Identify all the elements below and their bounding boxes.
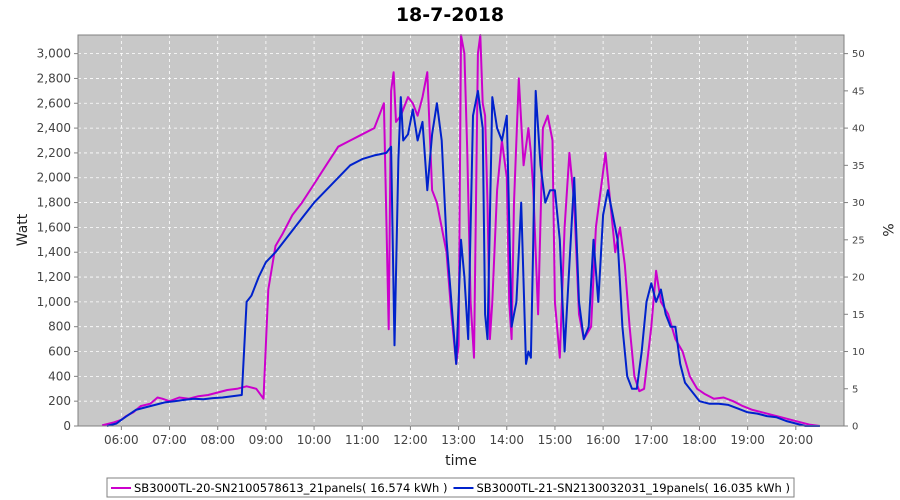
legend-box	[106, 477, 795, 498]
x-tick-label: 07:00	[152, 433, 187, 447]
chart-title: 18-7-2018	[396, 4, 504, 26]
series-line-2	[106, 89, 820, 427]
y2-tick-label: 35	[852, 161, 865, 172]
y2-tick-label: 10	[852, 347, 865, 358]
x-tick-label: 06:00	[104, 433, 139, 447]
y-axis-title: Watt	[15, 213, 31, 246]
x-tick-label: 08:00	[200, 433, 235, 447]
y-axis-left: 0 200 400 600 800 1,000 1,200 1,400 1,600 1,800 2,…	[37, 47, 78, 433]
x-tick-label: 11:00	[345, 433, 380, 447]
y2-tick-label: 20	[852, 273, 865, 284]
series-line-1	[101, 34, 821, 427]
y2-tick-label: 15	[852, 310, 865, 321]
y2-tick-label: 25	[852, 235, 865, 246]
y-tick-label: 600	[48, 345, 71, 359]
y-tick-label: 1,000	[37, 295, 71, 309]
y2-tick-label: 40	[852, 124, 865, 135]
x-tick-label: 15:00	[538, 433, 573, 447]
x-axis: 06:00 07:00 08:00 09:00 10:00 11:00 12:00 13:00…	[104, 426, 813, 447]
legend: SB3000TL-20-SN2100578613_21panels( 16.57…	[106, 477, 795, 498]
y-tick-label: 3,000	[37, 47, 71, 61]
y2-tick-label: 5	[852, 384, 858, 395]
x-tick-label: 09:00	[249, 433, 284, 447]
y-tick-label: 800	[48, 320, 71, 334]
y-tick-label: 2,400	[37, 121, 71, 135]
x-tick-label: 14:00	[489, 433, 524, 447]
x-axis-title: time	[445, 453, 477, 469]
grid	[78, 35, 844, 427]
y-tick-label: 400	[48, 369, 71, 383]
y2-tick-label: 45	[852, 86, 865, 97]
y2-tick-label: 30	[852, 198, 865, 209]
legend-label-2: SB3000TL-21-SN2130032031_19panels( 16.03…	[476, 481, 789, 495]
series-layer	[101, 34, 821, 427]
x-tick-label: 18:00	[682, 433, 717, 447]
x-tick-label: 17:00	[634, 433, 669, 447]
y-axis-right: 0 5 10 15 20 25 30 35 40 45 50	[844, 49, 865, 433]
y-tick-label: 2,600	[37, 96, 71, 110]
y2-tick-label: 0	[852, 422, 858, 433]
y-tick-label: 2,000	[37, 171, 71, 185]
y-tick-label: 0	[63, 419, 71, 433]
x-tick-label: 12:00	[393, 433, 428, 447]
x-tick-label: 20:00	[779, 433, 814, 447]
x-tick-label: 10:00	[297, 433, 332, 447]
y-tick-label: 1,200	[37, 270, 71, 284]
legend-label-1: SB3000TL-20-SN2100578613_21panels( 16.57…	[134, 481, 447, 495]
y-tick-label: 2,800	[37, 71, 71, 85]
x-tick-label: 13:00	[441, 433, 476, 447]
y-tick-label: 1,800	[37, 196, 71, 210]
plot-border	[77, 34, 845, 427]
x-tick-label: 16:00	[586, 433, 621, 447]
x-tick-label: 19:00	[730, 433, 765, 447]
y2-axis-title: %	[879, 223, 895, 236]
y-tick-label: 1,600	[37, 220, 71, 234]
y-tick-label: 2,200	[37, 146, 71, 160]
y-tick-label: 1,400	[37, 245, 71, 259]
y2-tick-label: 50	[852, 49, 865, 60]
y-tick-label: 200	[48, 394, 71, 408]
